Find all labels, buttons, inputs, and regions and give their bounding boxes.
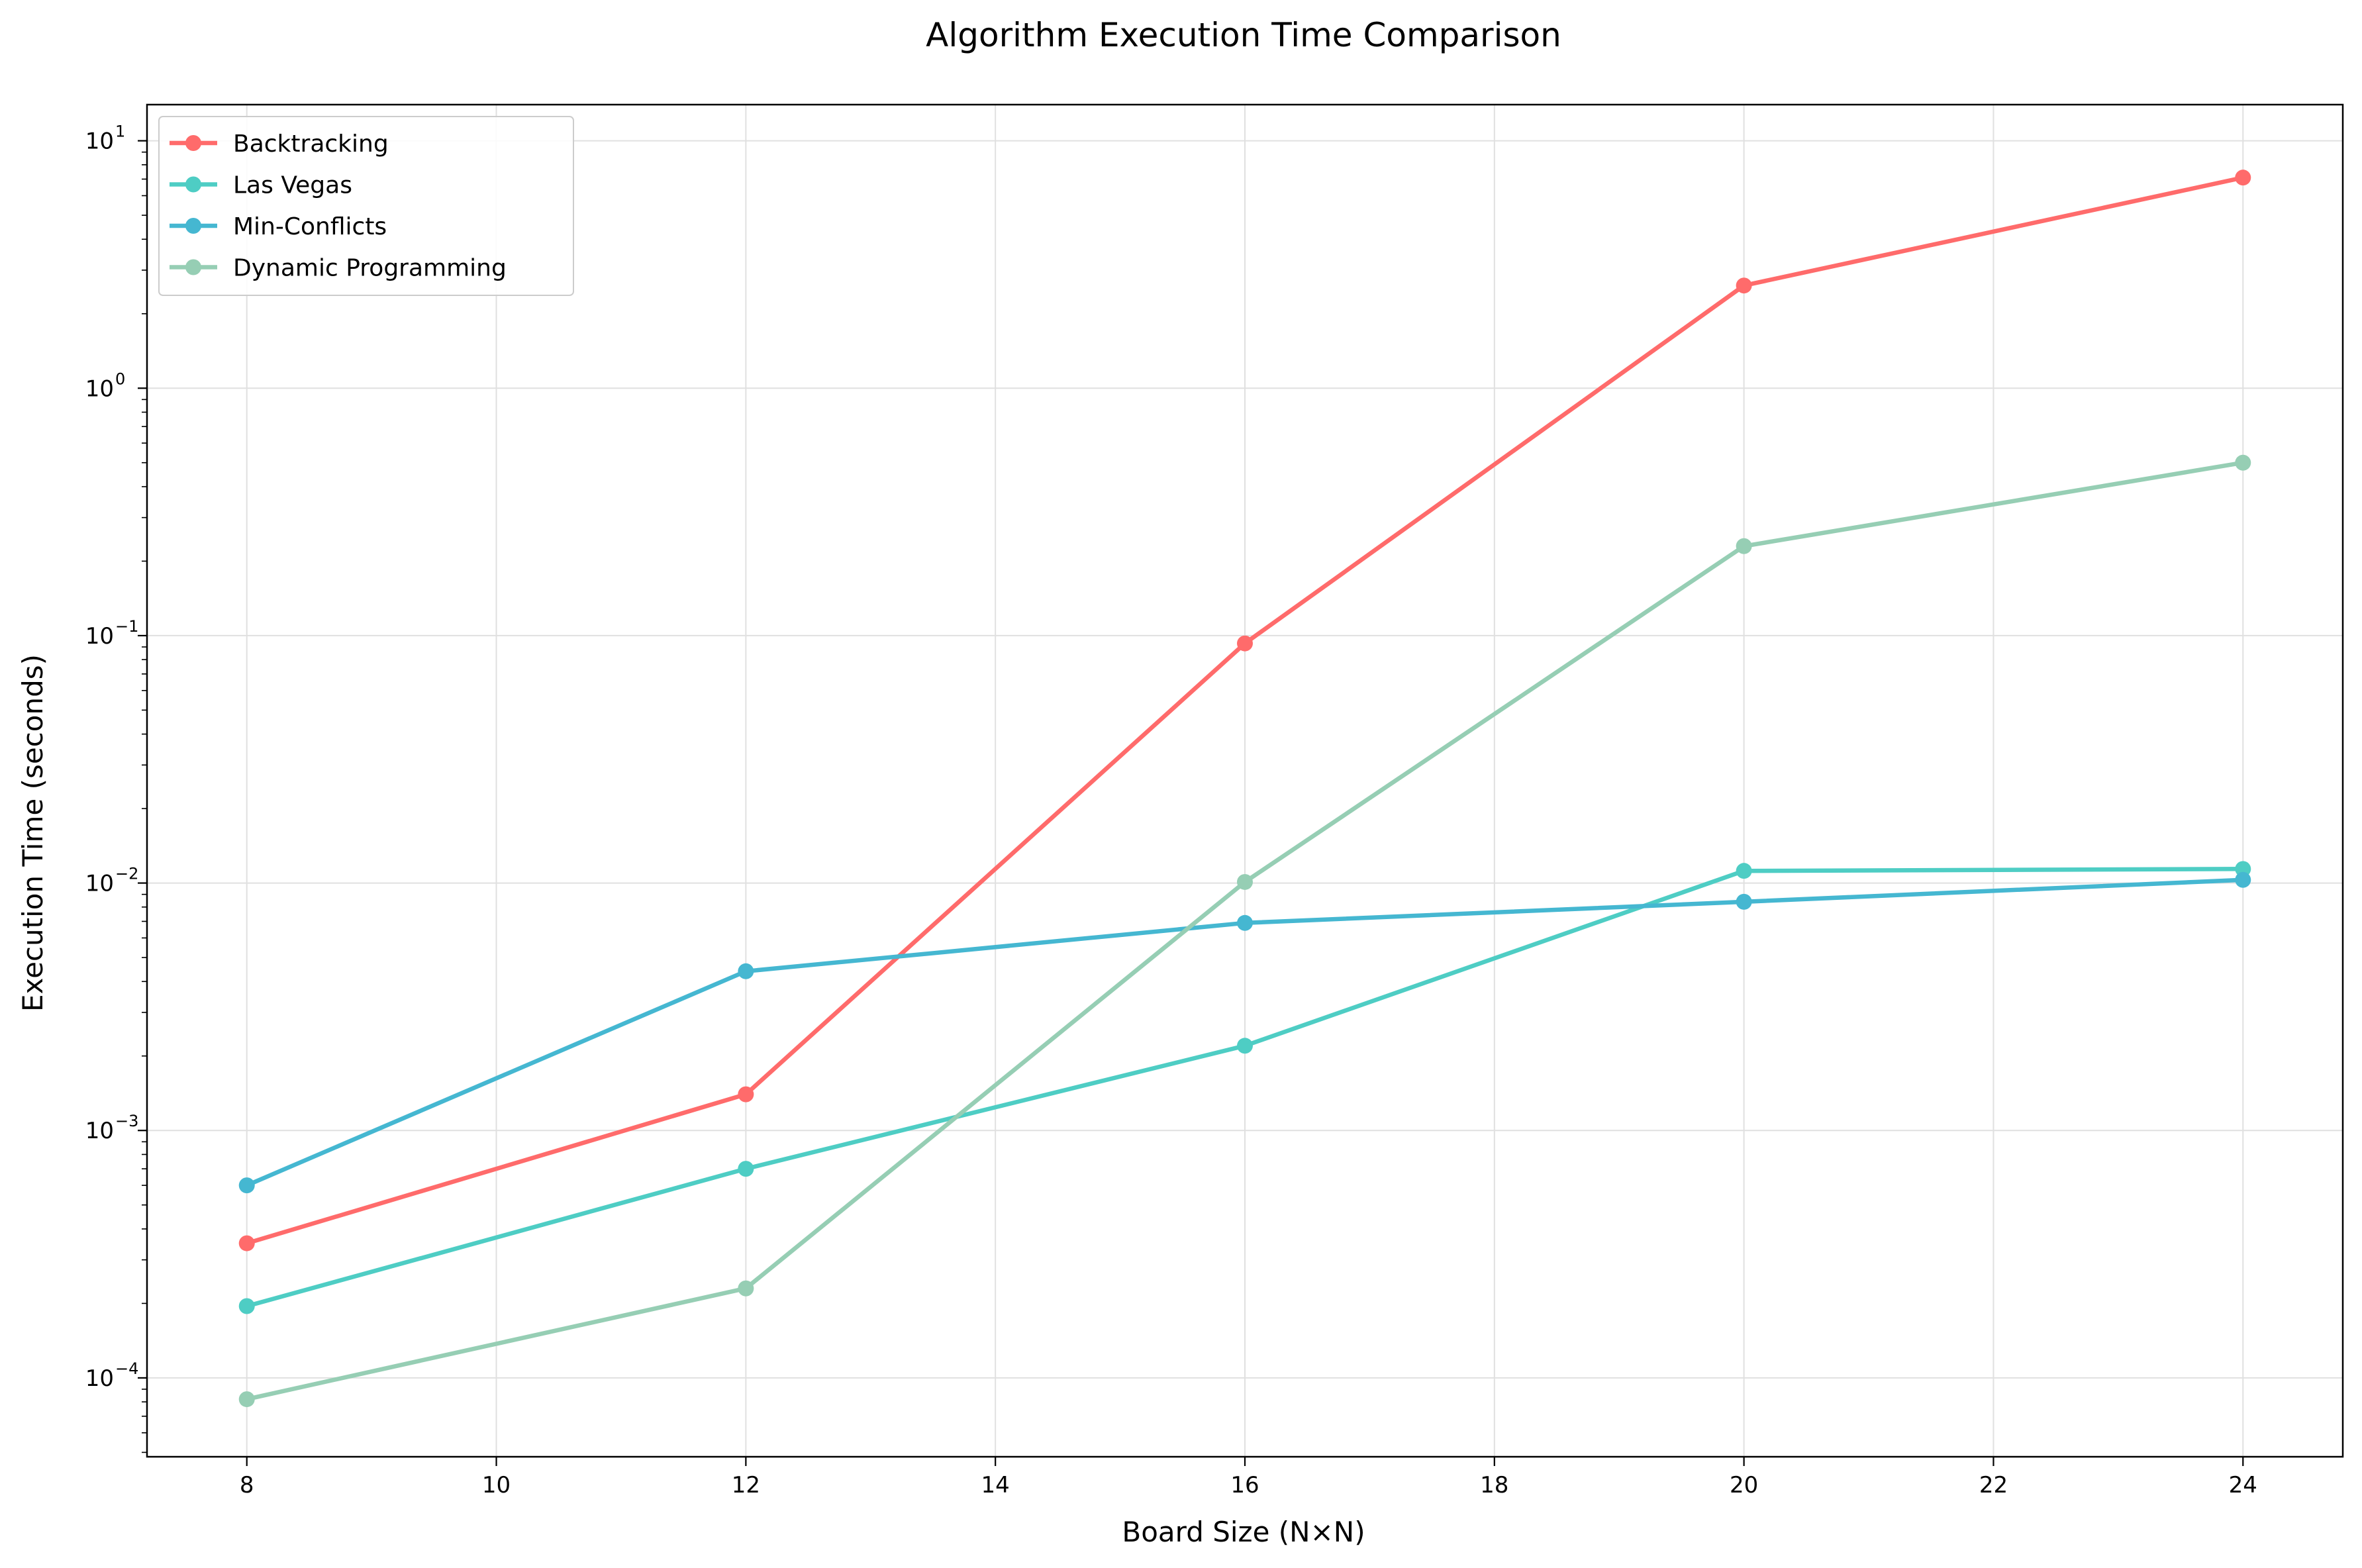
y-tick-label: 10 <box>85 623 114 650</box>
data-point <box>1736 893 1752 910</box>
legend-label: Las Vegas <box>233 172 352 199</box>
x-axis-title: Board Size (N×N) <box>1122 1516 1365 1548</box>
series-layer <box>238 170 2251 1408</box>
data-point <box>738 1280 754 1297</box>
x-tick-label: 20 <box>1730 1472 1758 1498</box>
legend: Backtracking Las Vegas Min-Conflicts Dynami… <box>158 116 574 296</box>
data-point <box>1736 538 1752 554</box>
y-tick-label: 10 <box>85 871 114 897</box>
y-tick-exponent: −3 <box>115 1112 138 1130</box>
x-tick-label: 14 <box>981 1472 1010 1498</box>
series-backtracking <box>238 170 2251 1251</box>
legend-swatch-marker <box>185 259 201 275</box>
data-point <box>1736 863 1752 879</box>
legend-swatch-marker <box>185 135 201 151</box>
series-min-conflicts <box>238 871 2251 1194</box>
data-point <box>738 963 754 979</box>
data-point <box>238 1298 255 1314</box>
data-point <box>738 1086 754 1102</box>
x-tick-label: 12 <box>732 1472 760 1498</box>
data-point <box>2235 170 2251 186</box>
data-point <box>1237 914 1253 931</box>
data-point <box>1237 1038 1253 1054</box>
y-tick-exponent: −2 <box>115 865 138 883</box>
x-tick-label: 22 <box>1979 1472 2008 1498</box>
data-point <box>238 1235 255 1251</box>
data-point <box>1736 277 1752 294</box>
y-tick-label: 10 <box>85 1118 114 1144</box>
x-tick-label: 24 <box>2229 1472 2257 1498</box>
legend-swatch-marker <box>185 218 201 234</box>
y-tick-label: 10 <box>85 1365 114 1392</box>
data-point <box>2235 861 2251 877</box>
legend-label: Min-Conflicts <box>233 213 387 240</box>
x-tick-label: 18 <box>1480 1472 1508 1498</box>
series-dynamic-programming <box>238 454 2251 1408</box>
y-tick-label: 10 <box>85 128 114 155</box>
data-point <box>738 1161 754 1177</box>
y-tick-exponent: −4 <box>115 1359 138 1378</box>
legend-label: Dynamic Programming <box>233 255 507 282</box>
x-tick-label: 16 <box>1230 1472 1259 1498</box>
x-tick-label: 8 <box>240 1472 254 1498</box>
y-tick-exponent: 0 <box>115 369 125 388</box>
legend-swatch-marker <box>185 176 201 193</box>
y-axis-title: Execution Time (seconds) <box>17 654 49 1012</box>
legend-box <box>158 116 574 296</box>
data-point <box>2235 454 2251 471</box>
y-tick-exponent: −1 <box>115 617 138 636</box>
data-point <box>238 1177 255 1194</box>
chart-title: Algorithm Execution Time Comparison <box>926 16 1561 54</box>
legend-label: Backtracking <box>233 130 389 158</box>
data-point <box>1237 873 1253 890</box>
y-tick-exponent: 1 <box>115 122 125 141</box>
grid <box>147 105 2343 1457</box>
data-point <box>2235 871 2251 888</box>
y-tick-label: 10 <box>85 375 114 402</box>
x-tick-label: 10 <box>482 1472 511 1498</box>
data-point <box>1237 635 1253 652</box>
data-point <box>238 1391 255 1408</box>
series-las-vegas <box>238 861 2251 1314</box>
